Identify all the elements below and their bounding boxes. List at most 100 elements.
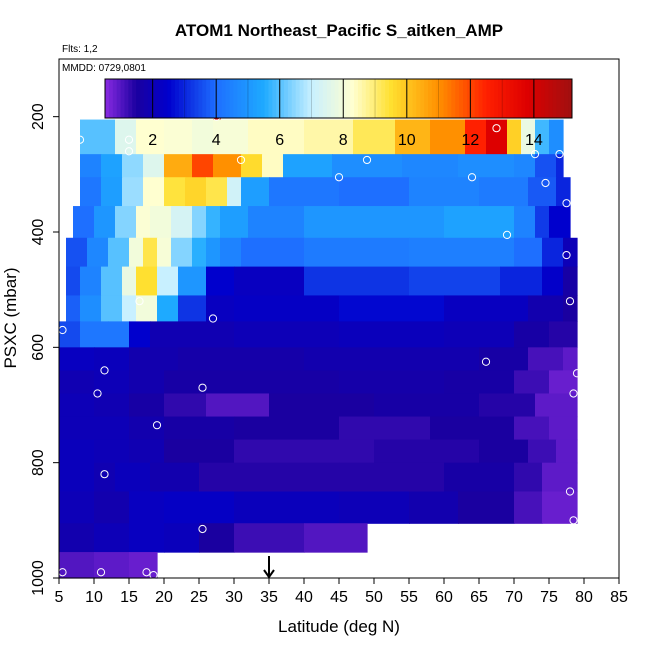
- colorbar-segment: [182, 79, 188, 118]
- heatmap-cell: [59, 393, 95, 418]
- heatmap-cell: [171, 206, 193, 239]
- colorbar-segment: [509, 79, 515, 118]
- colorbar-segment: [256, 79, 262, 118]
- heatmap-cell: [143, 177, 165, 207]
- flights-label: Flts: 1,2: [62, 44, 98, 55]
- data-point: [149, 571, 158, 580]
- heatmap-cell: [339, 491, 410, 524]
- heatmap-cell: [409, 491, 459, 524]
- heatmap-cell: [94, 523, 130, 553]
- heatmap-cell: [220, 370, 340, 395]
- heatmap-cell: [150, 462, 200, 493]
- colorbar-segment: [533, 79, 538, 118]
- heatmap-cell: [486, 119, 508, 155]
- heatmap-cell: [248, 119, 305, 155]
- heatmap-cell: [136, 266, 158, 297]
- heatmap-cells: [59, 102, 578, 579]
- heatmap-cell: [479, 347, 529, 371]
- colorbar-segment: [206, 79, 211, 118]
- heatmap-cell: [94, 393, 130, 418]
- heatmap-cell: [234, 523, 305, 553]
- data-point: [96, 568, 106, 577]
- colorbar-segment: [303, 79, 308, 118]
- heatmap-cell: [220, 206, 249, 239]
- heatmap-cell: [535, 119, 550, 155]
- colorbar-segment: [346, 79, 351, 118]
- data-point: [569, 389, 578, 398]
- data-point: [565, 297, 575, 306]
- heatmap-cell: [304, 206, 375, 239]
- colorbar-segment: [400, 79, 406, 118]
- colorbar-segment: [194, 79, 199, 118]
- heatmap-cell: [542, 237, 564, 268]
- heatmap-cell: [339, 177, 410, 207]
- colorbar-segment: [322, 79, 328, 118]
- colorbar-segment: [198, 79, 203, 118]
- colorbar-segment: [521, 79, 526, 118]
- heatmap-cell: [192, 206, 207, 239]
- colorbar-segment: [505, 79, 511, 118]
- heatmap-cell: [80, 295, 102, 322]
- heatmap-cell: [444, 321, 515, 348]
- colorbar-segment: [147, 79, 153, 118]
- x-axis-label: Latitude (deg N): [278, 617, 400, 636]
- heatmap-cell: [227, 177, 242, 207]
- heatmap-cell: [234, 266, 305, 297]
- heatmap-cell: [234, 321, 340, 348]
- colorbar-segment: [210, 79, 215, 118]
- heatmap-cell: [479, 177, 529, 207]
- heatmap-cell: [122, 266, 137, 297]
- heatmap-cell: [430, 119, 466, 155]
- heatmap-cell: [94, 206, 116, 239]
- heatmap-cell: [80, 266, 102, 297]
- heatmap-cell: [164, 416, 235, 441]
- colorbar-segment: [470, 79, 476, 118]
- data-point: [502, 230, 512, 239]
- heatmap-cell: [192, 119, 214, 155]
- heatmap-cell: [549, 206, 571, 239]
- colorbar-segment: [536, 79, 542, 118]
- colorbar-segment: [116, 79, 122, 118]
- heatmap-cell: [458, 154, 515, 178]
- x-tick-label: 80: [575, 589, 593, 606]
- colorbar-segment: [241, 79, 246, 118]
- heatmap-cell: [59, 439, 95, 464]
- colorbar-segment: [408, 79, 413, 118]
- heatmap-cell: [129, 321, 151, 348]
- colorbar-segment: [287, 79, 293, 118]
- colorbar-segment: [431, 79, 437, 118]
- heatmap-cell: [465, 119, 487, 155]
- heatmap-cell: [206, 206, 221, 239]
- colorbar-segment: [416, 79, 421, 118]
- heatmap-cell: [206, 266, 235, 297]
- colorbar-segment: [284, 79, 289, 118]
- x-tick-label: 85: [610, 589, 628, 606]
- x-tick-label: 70: [505, 589, 523, 606]
- y-tick-label: 600: [30, 334, 47, 361]
- heatmap-cell: [514, 154, 536, 178]
- heatmap-cell: [304, 347, 410, 371]
- heatmap-cell: [563, 347, 578, 371]
- heatmap-cell: [143, 237, 158, 268]
- data-point: [569, 516, 578, 525]
- data-point: [124, 135, 134, 144]
- chart-title: ATOM1 Northeast_Pacific S_aitken_AMP: [175, 21, 503, 40]
- heatmap-cell: [115, 119, 137, 155]
- data-point: [152, 421, 162, 430]
- x-tick-label: 60: [435, 589, 453, 606]
- colorbar-segment: [412, 79, 417, 118]
- colorbar-segment: [136, 79, 141, 118]
- heatmap-cell: [234, 491, 340, 524]
- colorbar-segment: [482, 79, 487, 118]
- heatmap-cell: [374, 393, 480, 418]
- heatmap-cell: [157, 266, 179, 297]
- data-point: [565, 487, 575, 496]
- colorbar-segment: [552, 79, 557, 118]
- heatmap-cell: [199, 523, 235, 553]
- colorbar-segment: [513, 79, 519, 118]
- colorbar-segment: [439, 79, 445, 118]
- colorbar-segment: [190, 79, 196, 118]
- colorbar-segment: [466, 79, 472, 118]
- heatmap-cell: [542, 462, 578, 493]
